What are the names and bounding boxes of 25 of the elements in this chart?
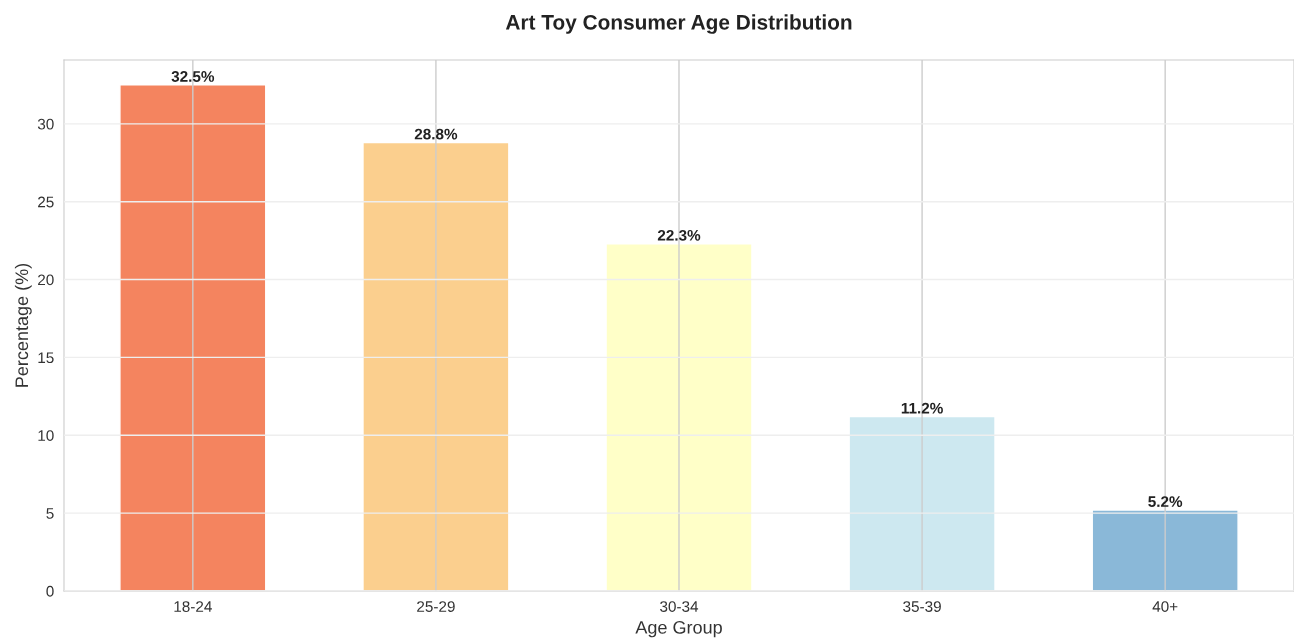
x-tick-label: 40+ [1152,601,1178,612]
y-tick-label: 15 [38,352,54,364]
y-axis-title: Percentage (%) [14,263,32,387]
x-tick-label: 18-24 [174,601,212,612]
data-label: 32.5% [171,71,215,82]
y-tick-label: 20 [38,274,54,286]
x-tick-label: 30-34 [660,601,699,612]
bar [848,415,996,591]
y-tick-label: 25 [38,196,54,208]
y-tick-label: 0 [46,585,54,597]
y-tick-label: 30 [37,118,54,130]
bar [362,141,510,591]
data-label: 28.8% [414,128,458,140]
bar [1091,509,1239,591]
x-axis-title: Age Group [635,621,722,638]
x-tick-label: 25-29 [417,601,455,612]
data-label: 5.2% [1148,496,1183,508]
x-tick-label: 35-39 [903,601,941,612]
bar [605,243,753,591]
data-label: 11.2% [901,402,943,414]
chart-title: Art Toy Consumer Age Distribution [505,14,852,34]
data-label: 22.3% [657,229,701,241]
y-tick-label: 5 [46,508,54,519]
bar [119,84,267,591]
y-tick-label: 10 [38,430,54,441]
